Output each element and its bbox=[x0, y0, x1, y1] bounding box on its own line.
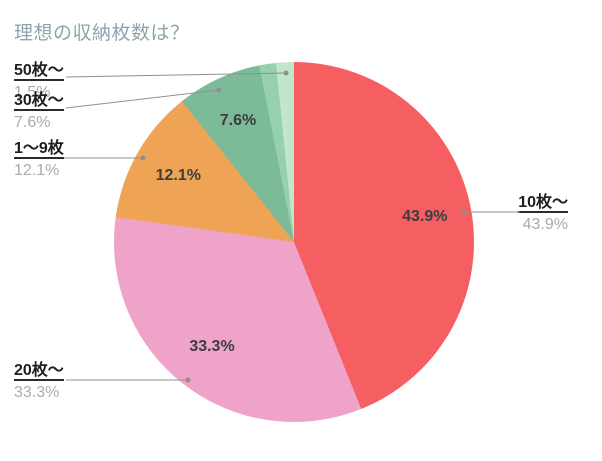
slice-percent-label: 7.6% bbox=[219, 112, 257, 130]
callout-percent: 12.1% bbox=[14, 162, 60, 179]
callout-percent: 33.3% bbox=[14, 384, 60, 401]
callout-10plus: 10枚〜 43.9% bbox=[518, 194, 568, 234]
callout-30plus: 30枚〜 7.6% bbox=[14, 92, 64, 132]
callout-label: 30枚〜 bbox=[14, 92, 64, 111]
callout-label: 50枚〜 bbox=[14, 62, 64, 81]
slice-percent-label: 33.3% bbox=[189, 338, 235, 355]
pie-chart[interactable] bbox=[114, 62, 474, 422]
callout-label: 10枚〜 bbox=[518, 194, 568, 213]
callout-percent: 43.9% bbox=[522, 216, 568, 233]
chart-title: 理想の収納枚数は？ bbox=[14, 23, 190, 44]
callout-50plus: 50枚〜 1.5% bbox=[14, 62, 64, 102]
slice-percent-label: 43.9% bbox=[402, 207, 448, 225]
callout-percent: 1.5% bbox=[14, 84, 51, 101]
callout-20plus: 20枚〜 33.3% bbox=[14, 362, 64, 402]
slice-percent-label: 12.1% bbox=[155, 167, 201, 184]
callout-label: 1〜9枚 bbox=[14, 140, 64, 159]
callout-percent: 7.6% bbox=[14, 114, 51, 131]
callout-1to9: 1〜9枚 12.1% bbox=[14, 140, 64, 180]
callout-label: 20枚〜 bbox=[14, 362, 64, 381]
